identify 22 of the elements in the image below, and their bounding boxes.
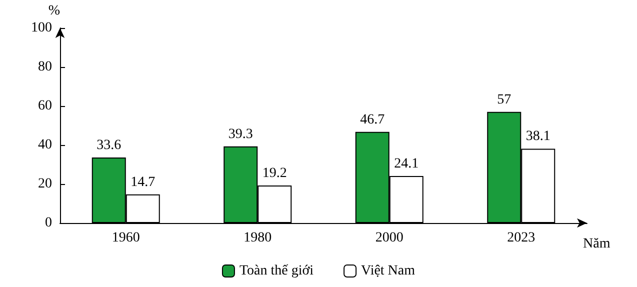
data-label: 33.6 xyxy=(96,138,122,153)
data-label: 14.7 xyxy=(130,174,156,190)
y-tick-label: 60 xyxy=(38,98,52,114)
x-tick-label: 1960 xyxy=(112,230,140,246)
y-tick-label: 20 xyxy=(38,176,52,192)
data-label: 57 xyxy=(497,92,512,108)
data-label: 39.3 xyxy=(228,126,253,142)
y-tick-label: 40 xyxy=(38,138,52,152)
x-tick-label: 2023 xyxy=(507,230,536,246)
y-tick-label: 0 xyxy=(45,216,52,230)
data-label: 24.1 xyxy=(394,156,419,172)
y-axis-title: % xyxy=(48,4,60,18)
legend-label: Toàn thế giới xyxy=(239,264,314,278)
legend-label: Việt Nam xyxy=(361,264,416,278)
x-axis-title: Năm xyxy=(583,236,610,252)
x-tick-label: 1980 xyxy=(244,230,272,246)
data-label: 19.2 xyxy=(262,166,287,182)
data-label: 38.1 xyxy=(526,129,550,144)
y-tick-label: 80 xyxy=(38,60,52,74)
y-tick-label: 100 xyxy=(31,20,52,36)
x-tick-label: 2000 xyxy=(375,230,404,246)
data-label: 46.7 xyxy=(360,112,385,128)
